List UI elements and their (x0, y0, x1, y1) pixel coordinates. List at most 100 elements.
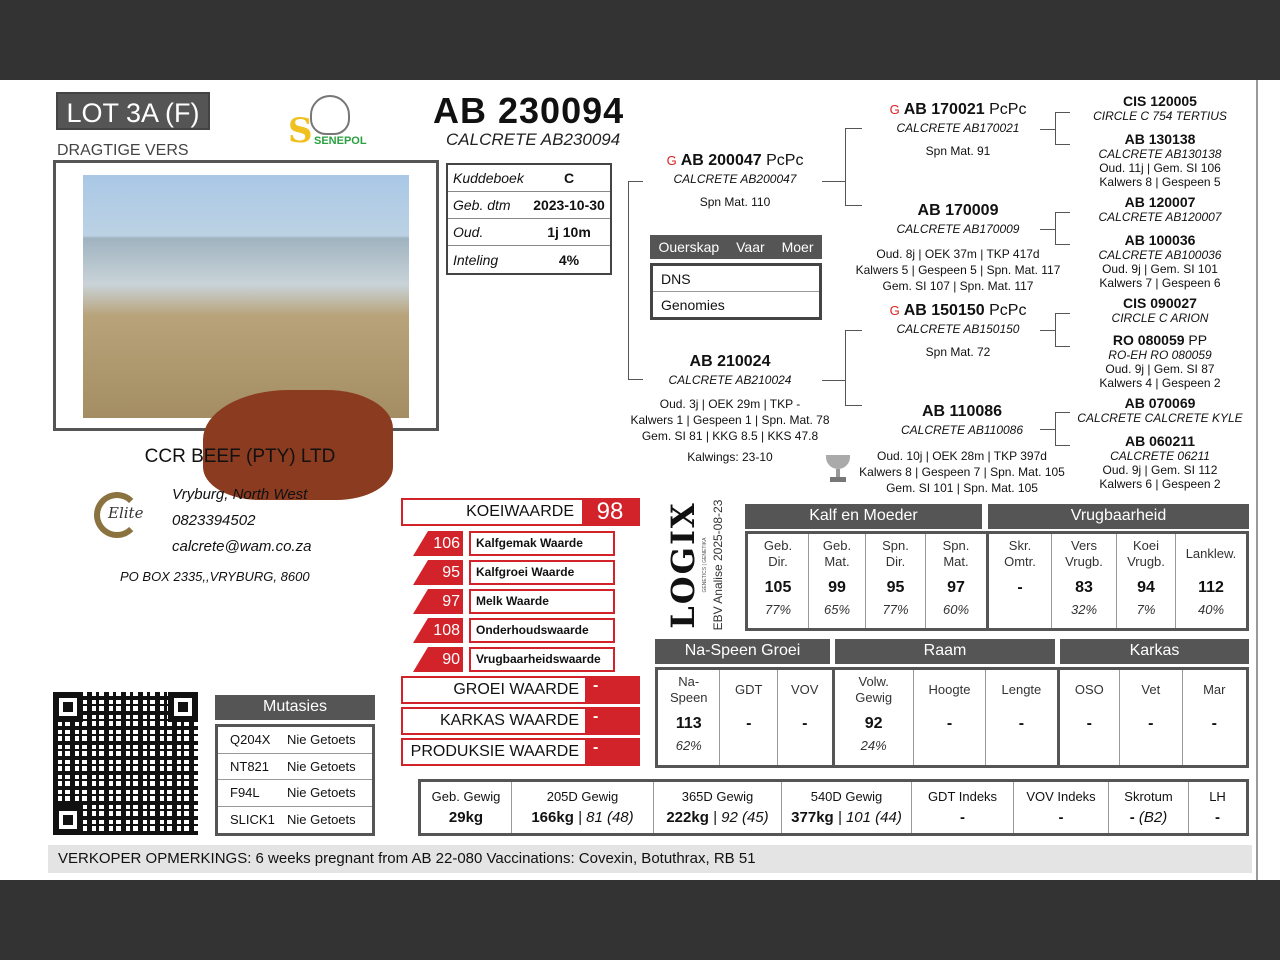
animal-id: AB 070069 (1020, 395, 1280, 411)
grandparent-g3: AB 070069 CALCRETE CALCRETE KYLE (1020, 395, 1280, 425)
animal-id: CIS 120005 (1020, 93, 1280, 109)
remarks-label: VERKOPER OPMERKINGS: (58, 850, 252, 867)
seller-address: PO BOX 2335,,VRYBURG, 8600 (120, 569, 310, 584)
weight-header: VOV Indeks (1026, 788, 1096, 804)
info-row: Inteling 4% (448, 246, 610, 273)
sub-value-label: Onderhoudswaarde (469, 618, 615, 643)
animal-id: RO 080059 PP (1020, 332, 1280, 348)
pedigree-line (822, 380, 845, 381)
mutation-gene: Q204X (230, 732, 271, 748)
ebv-header: Skr. Omtr. (1004, 538, 1036, 569)
weight-value: - (B2) (1130, 809, 1168, 826)
group-raam: Raam (835, 639, 1055, 664)
info-row: Oud. 1j 10m (448, 219, 610, 246)
info-value: 4% (558, 251, 580, 268)
sub-value-number: 108 (413, 618, 463, 643)
logix-brand: LOGIX (664, 501, 702, 629)
parentage-header: Ouerskap Vaar Moer (650, 235, 822, 259)
genomic-tested-icon: G (889, 303, 900, 318)
qr-code[interactable] (53, 692, 198, 835)
weight-value: - (1215, 809, 1220, 826)
ebv-column: Vers Vrugb. 83 32% (1051, 534, 1116, 628)
ebv-accuracy: 32% (1070, 602, 1098, 617)
weight-main: 377kg (791, 809, 834, 827)
pedigree-stat: Oud. 11j | Gem. SI 106 (1099, 161, 1221, 175)
pedigree-bracket (628, 181, 643, 380)
logix-tagline: GENETICS | GENETIKA (702, 537, 708, 593)
polled-status: PcPc (989, 302, 1027, 319)
ebv-value: 95 (886, 579, 905, 596)
genomic-tested-icon: G (666, 153, 677, 168)
ebv-column: Spn. Dir. 95 77% (865, 534, 925, 628)
animal-id: AB 230094 (433, 90, 625, 131)
ebv-table-2: Na- Speen 113 62% GDT - VOV - Volw. Gewig 92 24% H… (655, 667, 1249, 768)
pedigree-bracket (1055, 112, 1070, 145)
cow-shape (203, 390, 393, 500)
animal-id: CIS 090027 (1020, 295, 1280, 311)
animal-id: G AB 170021 PcPc (818, 100, 1098, 120)
ebv-accuracy: 77% (882, 602, 909, 617)
ebv-value: - (1086, 715, 1092, 732)
weight-main: - (960, 809, 965, 827)
elite-logo: Elite (86, 490, 146, 545)
dam-col-label: Moer (781, 239, 814, 255)
animal-id: AB 110086 (822, 402, 1102, 422)
ebv-header: Geb. Dir. (763, 538, 793, 569)
top-bar (0, 0, 1280, 80)
weight-header: LH (1209, 788, 1226, 804)
ebv-accuracy: 24% (860, 738, 887, 753)
pedigree-id: RO 080059 (1112, 332, 1185, 348)
grandparent-g3: CIS 090027 CIRCLE C ARION (1020, 295, 1280, 325)
weight-ratio: | 92 (45) (708, 809, 769, 827)
weight-ratio: | 81 (48) (573, 809, 634, 827)
mutation-gene: NT821 (230, 758, 270, 774)
weight-value: - (1059, 809, 1064, 826)
mutation-status: Nie Getoets (287, 758, 356, 774)
ebv-column: OSO - (1056, 670, 1119, 765)
ebv-column: Lengte - (985, 670, 1056, 765)
animal-id: AB 100036 (1020, 232, 1280, 248)
analysis-date: EBV Analise 2025-08-23 (711, 499, 725, 631)
mutation-gene: SLICK1 (230, 812, 275, 828)
ebv-header: Na- Speen (669, 674, 708, 705)
sire: G AB 200047 PcPc CALCRETE AB200047 Spn Mat.… (595, 151, 875, 210)
seller-email[interactable]: calcrete@wam.co.za (172, 538, 312, 555)
seller-phone[interactable]: 0823394502 (172, 512, 256, 529)
sub-value: 97 Melk Waarde (413, 589, 615, 614)
animal-id: AB 130138 (1020, 131, 1280, 147)
polled-status: PcPc (766, 152, 804, 169)
pedigree-name: CIRCLE C ARION (1111, 311, 1209, 325)
index-value: PRODUKSIE WAARDE - (401, 738, 640, 766)
pedigree-line (1040, 129, 1055, 130)
group-karkas: Karkas (1060, 639, 1249, 664)
weight-column: Geb. Gewig 29kg (421, 782, 511, 833)
group-vrugbaarheid: Vrugbaarheid (988, 504, 1249, 529)
ebv-header: Mar (1203, 682, 1226, 697)
ebv-header: Lengte (1001, 682, 1042, 697)
index-value-number: - (585, 678, 638, 702)
elite-ring-icon (94, 492, 140, 538)
pedigree-stat: Gem. SI 81 | KKG 8.5 | KKS 47.8 (641, 429, 819, 443)
pedigree-stat: Kalwers 5 | Gespeen 5 | Spn. Mat. 117 (855, 263, 1061, 277)
pedigree-stat: Oud. 9j | Gem. SI 101 (1102, 262, 1218, 276)
sub-value-label: Kalfgroei Waarde (469, 560, 615, 585)
info-value: C (563, 170, 575, 186)
spacer (590, 389, 870, 396)
pedigree-id: AB 100036 (1124, 232, 1196, 248)
mutations-table: Q204X Nie Getoets NT821 Nie Getoets F94L Nie … (215, 724, 375, 836)
pedigree-stat: Spn Mat. 91 (925, 144, 991, 158)
sub-value: 95 Kalfgroei Waarde (413, 560, 615, 585)
ebv-accuracy: 77% (764, 602, 792, 617)
dam-sire: G AB 150150 PcPc CALCRETE AB150150 Spn Mat.… (818, 301, 1098, 360)
seller-location: Vryburg, North West (172, 486, 308, 503)
group-kalf-en-moeder: Kalf en Moeder (745, 504, 982, 529)
pedigree-name: CALCRETE CALCRETE KYLE (1077, 411, 1243, 425)
parentage-genomic: Genomies (661, 297, 725, 313)
ebv-header: VOV (791, 682, 819, 697)
elite-text: Elite (108, 504, 144, 522)
index-value-number: - (585, 709, 638, 733)
pedigree-stat: Oud. 9j | Gem. SI 112 (1102, 463, 1218, 477)
pedigree-name: CALCRETE AB200047 (673, 172, 797, 186)
koeiwaarde-label: KOEIWAARDE (466, 503, 574, 520)
pedigree-name: CALCRETE AB170009 (896, 222, 1020, 236)
